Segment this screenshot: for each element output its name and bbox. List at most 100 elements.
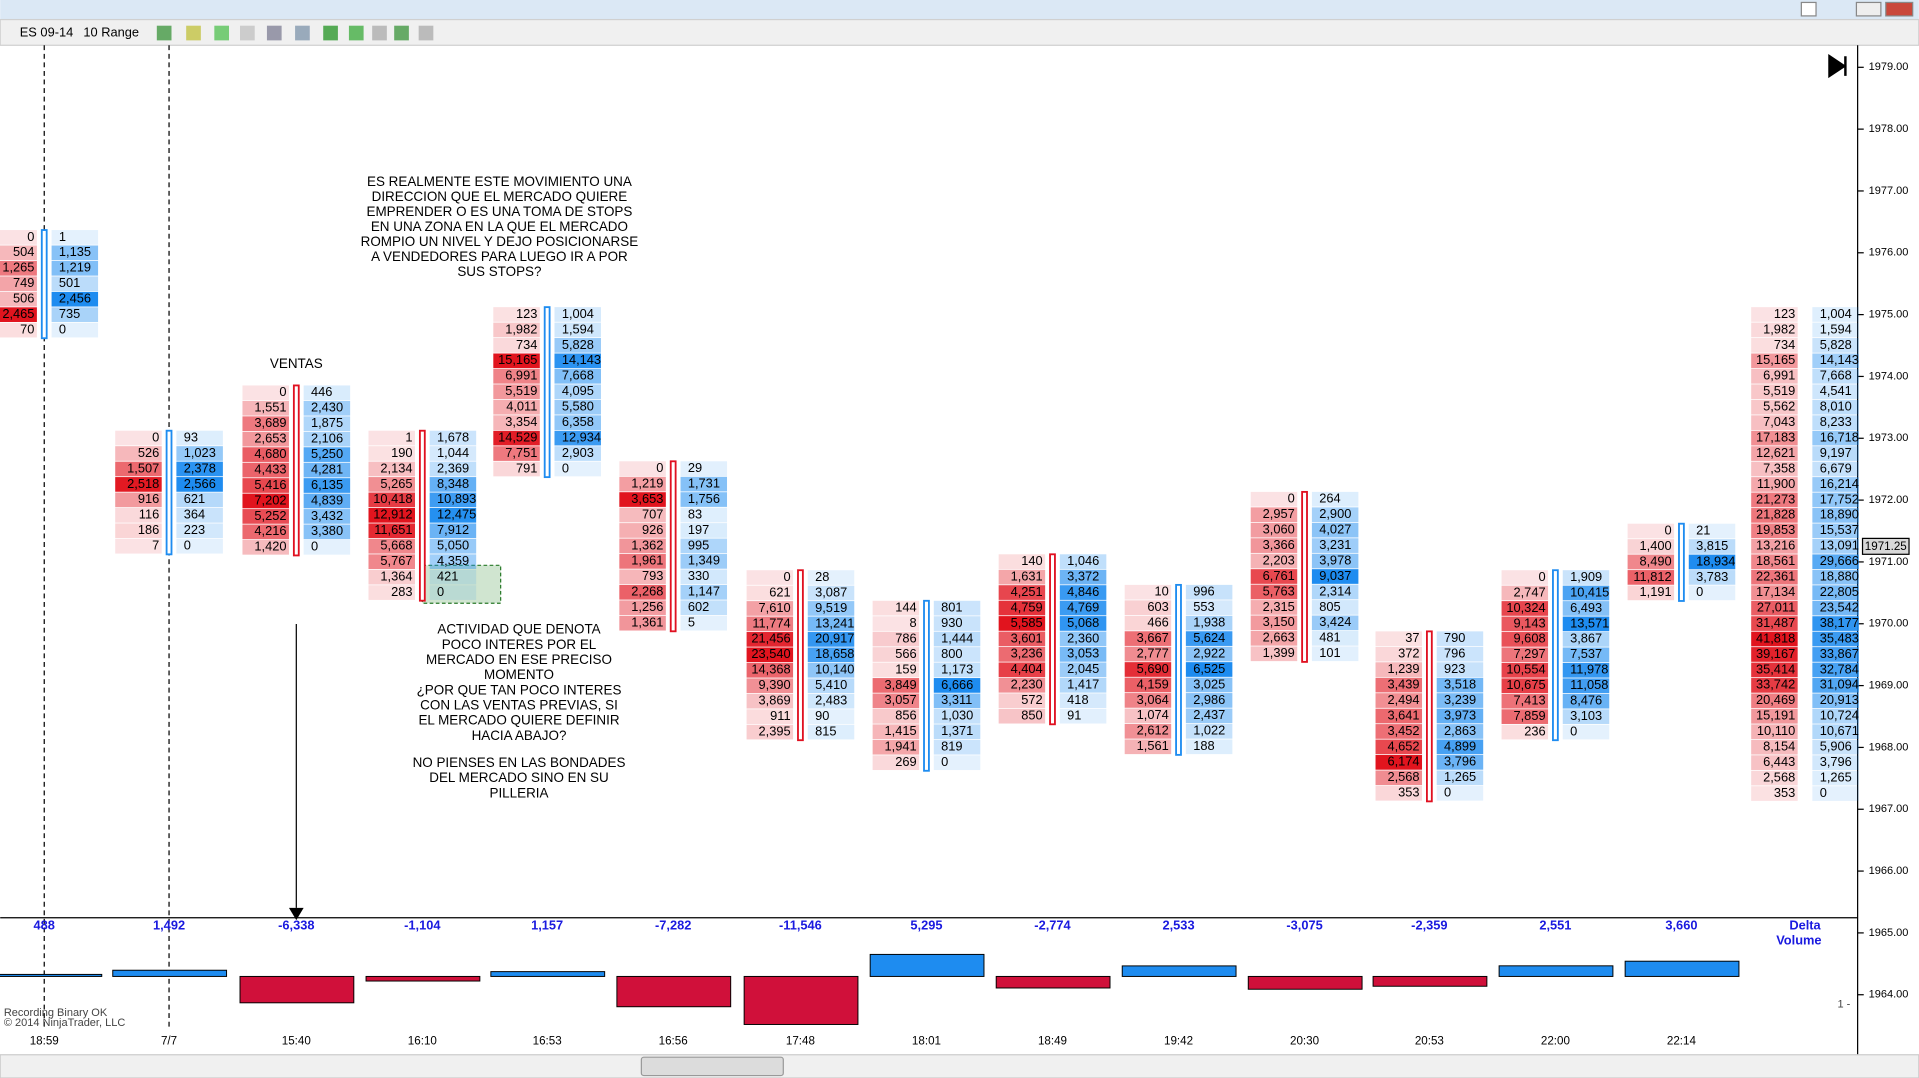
bid-volume: 2,612: [1137, 723, 1169, 738]
delta-title: Volume: [1776, 932, 1821, 947]
tool-icon[interactable]: [240, 25, 255, 41]
ask-cell: [554, 446, 601, 461]
bid-volume: 0: [1288, 491, 1295, 506]
ask-volume: 83: [688, 506, 702, 521]
delta-label: 1,492: [153, 918, 185, 933]
annotation-line: EL MERCADO QUIERE DEFINIR: [418, 713, 619, 728]
tool-icon[interactable]: [214, 25, 230, 41]
bid-cell: [1501, 693, 1549, 709]
bid-volume: 123: [1774, 306, 1795, 321]
bid-cell: [368, 430, 415, 446]
scroll-end-button[interactable]: [1828, 53, 1847, 79]
ask-volume: 1,594: [562, 321, 594, 336]
bid-cell: [1250, 630, 1298, 646]
ask-cell: [303, 524, 351, 540]
bid-cell: [1250, 491, 1298, 507]
bid-cell: [1751, 770, 1798, 786]
bid-cell: [1124, 600, 1172, 616]
bid-cell: [1375, 693, 1423, 708]
ask-volume: 796: [1444, 646, 1465, 661]
scroll-thumb[interactable]: [640, 1056, 784, 1077]
tool-icon[interactable]: [394, 25, 409, 41]
ask-cell: [680, 569, 728, 585]
bid-cell: [1375, 755, 1423, 770]
ask-cell: [1812, 647, 1859, 662]
ask-cell: [1812, 477, 1859, 492]
bid-cell: [872, 600, 920, 616]
delta-label: 3,660: [1665, 918, 1697, 933]
bid-cell: [998, 647, 1046, 662]
tool-icon[interactable]: [348, 25, 364, 41]
ask-volume: 5,250: [311, 446, 343, 461]
ask-volume: 23,542: [1820, 599, 1859, 614]
ask-cell: [1812, 430, 1859, 446]
ask-volume: 7,668: [562, 368, 594, 383]
ask-cell: [933, 693, 981, 709]
tool-icon[interactable]: [156, 25, 172, 41]
ask-cell: [680, 584, 728, 600]
bid-volume: 41,818: [1756, 630, 1795, 645]
bid-cell: [1124, 584, 1172, 600]
bid-cell: [1751, 662, 1798, 678]
annotation-line: EN UNA ZONA EN LA QUE EL MERCADO: [371, 219, 628, 234]
annotation-line: DEL MERCADO SINO EN SU: [429, 770, 608, 785]
ask-cell: [554, 368, 601, 384]
bid-volume: 0: [656, 460, 663, 475]
ask-volume: 28: [815, 569, 829, 584]
window-button[interactable]: [1855, 1, 1882, 17]
bid-cell: [1375, 724, 1423, 739]
bid-cell: [493, 461, 540, 477]
bid-volume: 10,554: [1506, 662, 1545, 677]
bid-cell: [1751, 446, 1798, 461]
ask-volume: 1,030: [941, 708, 973, 723]
bid-volume: 6,991: [1763, 368, 1795, 383]
bid-cell: [998, 708, 1046, 724]
delta-label: -11,546: [779, 918, 822, 933]
ask-volume: 22,805: [1820, 584, 1859, 599]
period-selector[interactable]: 10 Range: [83, 24, 139, 39]
bid-volume: 734: [516, 337, 537, 352]
tool-icon[interactable]: [295, 25, 310, 41]
window-button[interactable]: [1800, 1, 1817, 17]
ask-cell: [1311, 600, 1359, 615]
ask-cell: [303, 462, 351, 478]
bid-cell: [998, 693, 1046, 709]
tool-icon[interactable]: [323, 25, 338, 41]
bid-volume: 70: [20, 321, 34, 336]
tool-icon[interactable]: [186, 25, 201, 41]
ask-volume: 1: [59, 229, 66, 244]
bid-cell: [368, 446, 415, 461]
tool-icon[interactable]: [372, 25, 387, 41]
bid-volume: 856: [895, 708, 916, 723]
bid-cell: [619, 476, 666, 492]
ask-volume: 0: [311, 539, 318, 554]
ask-cell: [807, 616, 855, 632]
ask-cell: [1562, 709, 1610, 724]
scrollbar[interactable]: [0, 1054, 1919, 1078]
ask-cell: [554, 338, 601, 353]
bid-cell: [242, 416, 289, 432]
price-label: 1974.00: [1869, 370, 1909, 382]
instrument-selector[interactable]: ES 09-14: [20, 24, 74, 39]
ask-volume: 5,068: [1067, 615, 1099, 630]
bid-volume: 3,354: [505, 414, 537, 429]
close-button[interactable]: [1885, 1, 1914, 17]
tool-icon[interactable]: [418, 25, 434, 41]
ask-cell: [303, 416, 351, 432]
bid-volume: 1,399: [1263, 645, 1295, 660]
ask-volume: 4,769: [1067, 599, 1099, 614]
candle: [923, 599, 930, 772]
ask-volume: 0: [184, 538, 191, 553]
tool-icon[interactable]: [266, 25, 282, 41]
ask-volume: 1,756: [688, 491, 720, 506]
candle: [1301, 490, 1308, 663]
bid-cell: [493, 446, 540, 461]
ask-cell: [1688, 585, 1736, 601]
candle: [1678, 522, 1685, 602]
ask-cell: [1562, 678, 1610, 694]
ask-volume: 1,371: [941, 723, 973, 738]
ask-volume: 5,050: [437, 538, 469, 553]
bid-volume: 2,203: [1263, 552, 1295, 567]
annotation-line: DIRECCION QUE EL MERCADO QUIERE: [372, 189, 628, 204]
ask-cell: [1311, 646, 1359, 662]
